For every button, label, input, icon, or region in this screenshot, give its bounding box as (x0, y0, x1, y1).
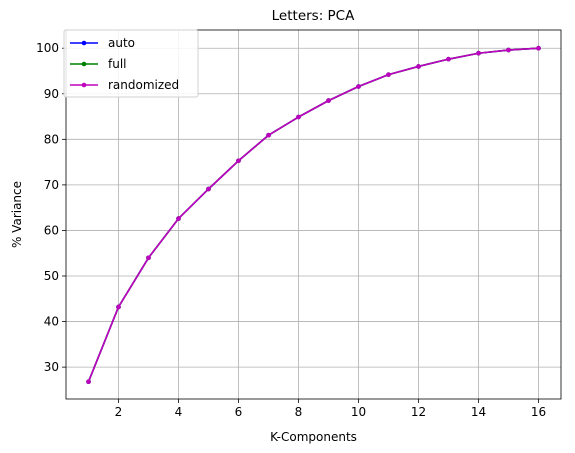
data-point (326, 98, 331, 103)
data-point (356, 84, 361, 89)
data-point (116, 304, 121, 310)
legend-item-randomized: randomized (70, 78, 179, 92)
legend-item-full: full (70, 57, 127, 71)
chart-title: Letters: PCA (272, 8, 355, 24)
axis-ticks: 2 4 6 8 10 12 14 16 30 40 50 60 70 80 90 100 (36, 41, 546, 419)
legend-swatch-marker (81, 40, 87, 46)
y-tick-label: 50 (44, 269, 59, 283)
data-point (506, 47, 511, 53)
data-point (86, 379, 91, 384)
data-point (476, 50, 481, 56)
legend-box (63, 29, 199, 98)
x-tick-label: 12 (411, 405, 426, 419)
x-tick-label: 8 (295, 405, 303, 419)
series-randomized (86, 45, 541, 384)
legend-swatch-marker (81, 61, 87, 67)
y-tick-label: 100 (36, 41, 59, 55)
y-tick-label: 90 (44, 87, 59, 101)
legend-label: randomized (108, 78, 179, 92)
plot-series (86, 45, 541, 384)
data-point (536, 45, 541, 51)
x-tick-label: 2 (115, 405, 123, 419)
data-point (236, 158, 241, 164)
series-line-randomized (87, 47, 539, 382)
data-point (266, 132, 271, 138)
y-tick-label: 80 (44, 132, 59, 146)
x-axis-label: K-Components (270, 430, 357, 444)
data-point (416, 64, 421, 69)
legend-item-auto: auto (70, 36, 135, 50)
x-tick-label: 14 (471, 405, 486, 419)
x-tick-label: 6 (235, 405, 243, 419)
y-tick-label: 60 (44, 223, 59, 237)
legend-label: full (108, 57, 127, 71)
legend-swatch-marker (81, 82, 87, 88)
series-line-auto (87, 47, 539, 382)
data-point (386, 72, 391, 77)
plot-frame (65, 29, 562, 400)
data-point (296, 114, 301, 120)
legend: auto full randomized (63, 29, 199, 98)
data-point (176, 216, 181, 221)
data-point (446, 56, 451, 62)
grid (66, 30, 561, 399)
x-tick-label: 10 (351, 405, 366, 419)
data-point (206, 186, 211, 192)
data-point (146, 255, 151, 261)
series-line-full (87, 47, 539, 382)
y-tick-label: 70 (44, 178, 59, 192)
x-tick-label: 16 (531, 405, 546, 419)
x-tick-label: 4 (175, 405, 183, 419)
y-tick-label: 40 (44, 315, 59, 329)
y-axis-label: % Variance (10, 181, 24, 248)
legend-label: auto (108, 36, 135, 50)
y-tick-label: 30 (44, 360, 59, 374)
